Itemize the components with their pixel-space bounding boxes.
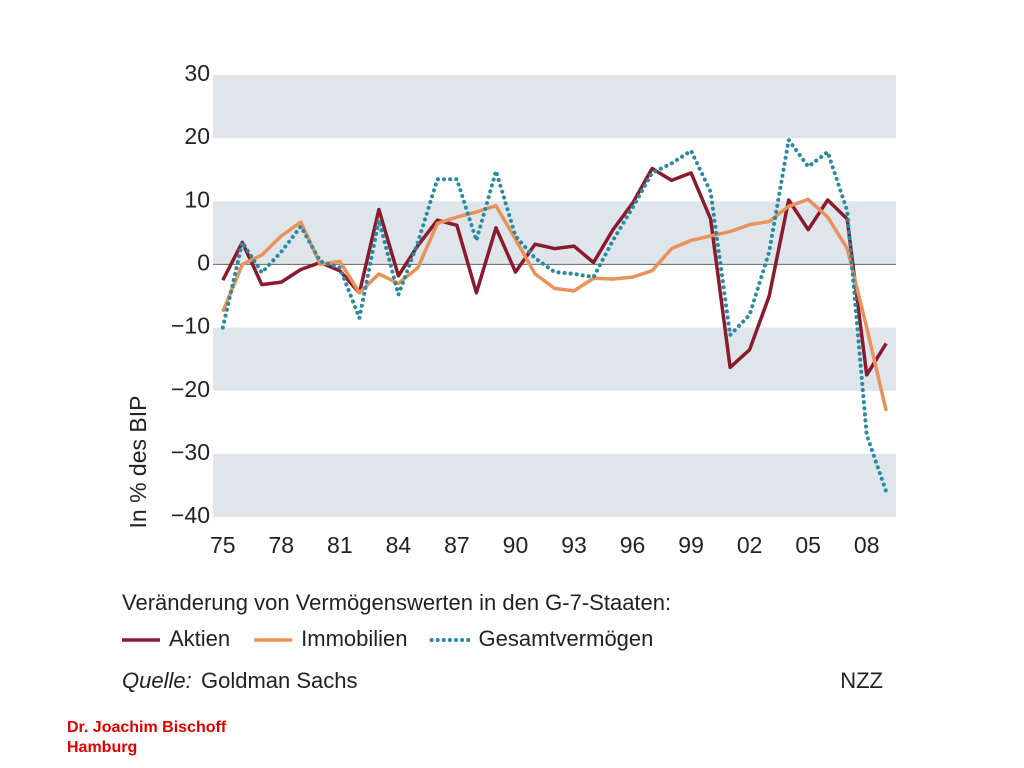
y-tick-label: 30	[184, 60, 210, 86]
x-tick-label: 99	[678, 532, 704, 558]
y-tick-label: −30	[171, 439, 210, 465]
footer-name: Dr. Joachim Bischoff	[67, 719, 227, 736]
y-tick-label: 10	[184, 186, 210, 212]
y-tick-label: 0	[197, 250, 210, 276]
footer-city: Hamburg	[67, 739, 137, 756]
x-tick-label: 87	[444, 532, 470, 558]
y-tick-label: −20	[171, 376, 210, 402]
y-tick-label: −40	[171, 502, 210, 528]
grid-band	[213, 75, 896, 139]
x-tick-label: 05	[795, 532, 821, 558]
y-axis-label: In % des BIP	[125, 396, 151, 529]
x-tick-label: 84	[386, 532, 412, 558]
x-tick-label: 90	[503, 532, 529, 558]
source: Goldman Sachs	[201, 668, 358, 693]
legend-label: Gesamtvermögen	[479, 626, 654, 651]
legend-title: Veränderung von Vermögenswerten in den G…	[122, 590, 671, 615]
x-tick-label: 93	[561, 532, 587, 558]
grid-band	[213, 453, 896, 517]
legend-label: Immobilien	[301, 626, 407, 651]
series-line	[221, 166, 888, 377]
series-line	[220, 135, 889, 494]
brand: NZZ	[840, 668, 883, 693]
y-tick-label: −10	[171, 313, 210, 339]
x-tick-label: 08	[854, 532, 880, 558]
grid-band	[213, 327, 896, 391]
x-tick-label: 02	[737, 532, 763, 558]
y-tick-label: 20	[184, 123, 210, 149]
x-tick-label: 78	[269, 532, 295, 558]
x-tick-label: 81	[327, 532, 353, 558]
x-tick-label: 75	[210, 532, 236, 558]
x-tick-label: 96	[620, 532, 646, 558]
legend-label: Aktien	[169, 626, 230, 651]
source-label: Quelle:	[122, 668, 192, 693]
